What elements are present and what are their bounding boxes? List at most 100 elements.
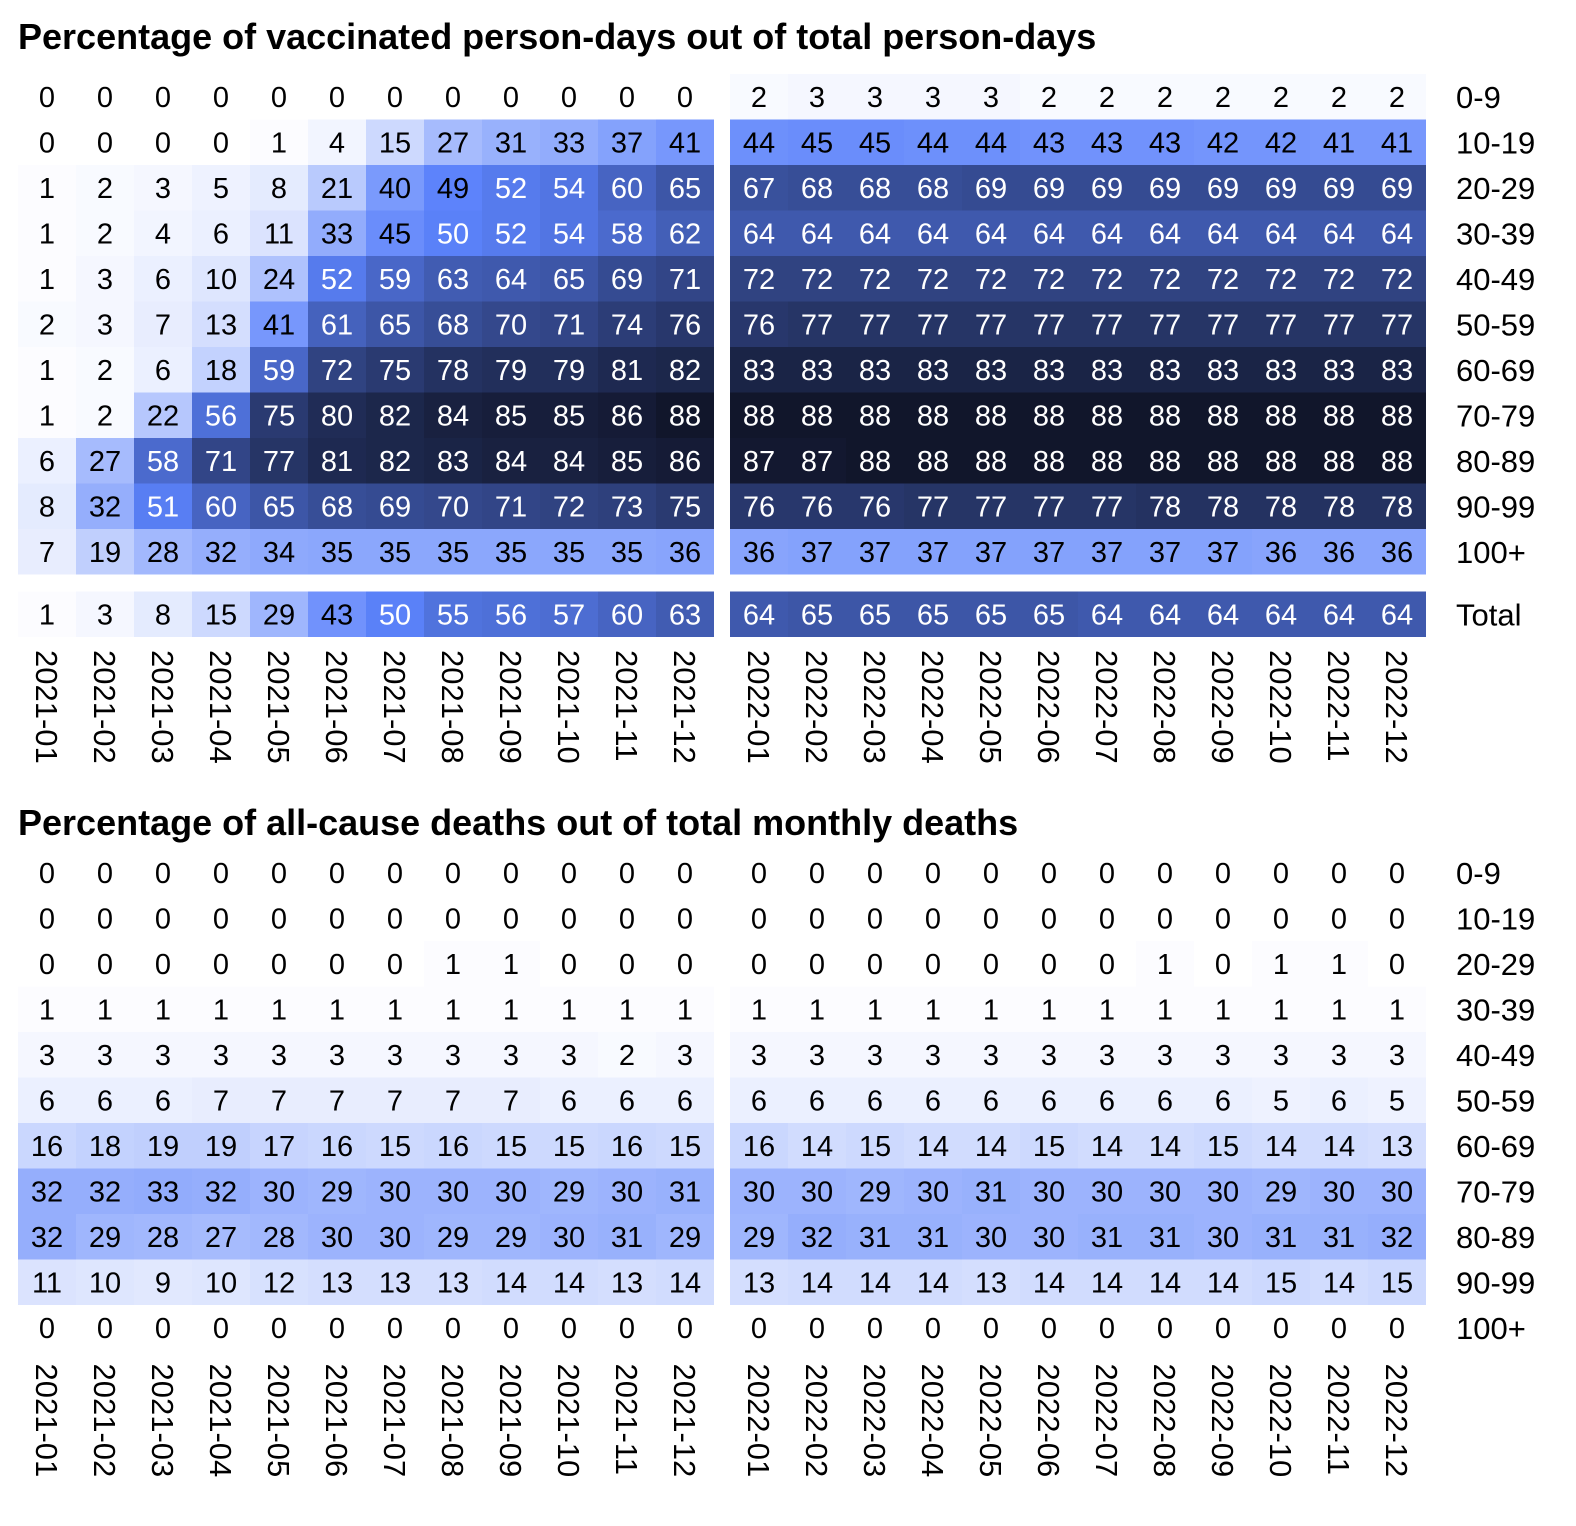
heat-cell [366,1214,424,1260]
heat-cell [18,1305,76,1351]
heat-cell [1136,1214,1194,1260]
heat-cell-value: 14 [859,1267,891,1299]
heat-cell [134,119,192,165]
heat-cell [250,438,308,484]
heat-cell-value: 83 [917,355,949,387]
heat-cell [250,256,308,302]
heat-cell-value: 19 [147,1131,179,1163]
total-cell-value: 3 [97,599,113,631]
month-label: 2022-11 [1321,650,1356,761]
heat-cell [1310,850,1368,896]
heat-cell [308,986,366,1032]
heat-cell-value: 14 [1323,1267,1355,1299]
heat-cell [730,256,788,302]
heat-cell [962,483,1020,529]
heat-cell [1368,1168,1426,1214]
heat-cell [788,1305,846,1351]
heat-cell-value: 29 [743,1222,775,1254]
age-group-label: 90-99 [1456,489,1535,524]
heat-cell-value: 1 [1331,949,1347,981]
heat-cell [424,941,482,987]
heat-cell [540,483,598,529]
heat-cell-value: 64 [1265,218,1297,250]
heat-cell [192,1168,250,1214]
heat-cell [1252,1032,1310,1078]
month-label: 2022-02 [799,1364,834,1478]
heat-cell [540,256,598,302]
heat-cell-value: 3 [387,1040,403,1072]
heat-cell [540,1032,598,1078]
heat-cell-value: 2 [97,355,113,387]
heat-cell-value: 8 [271,173,287,205]
month-label: 2022-01 [741,650,776,764]
heat-cell [76,1259,134,1305]
heat-cell-value: 60 [611,173,643,205]
month-label: 2021-05 [261,1364,296,1478]
heat-cell-value: 3 [1273,1040,1289,1072]
heat-cell [598,529,656,575]
heat-cell-value: 27 [437,127,469,159]
heat-cell-value: 36 [1265,537,1297,569]
heat-cell-value: 83 [743,355,775,387]
heat-cell-value: 1 [213,994,229,1026]
heat-cell [788,119,846,165]
heat-cell-value: 1 [1389,994,1405,1026]
heat-cell-value: 0 [1099,903,1115,935]
heat-cell [1020,1305,1078,1351]
month-label: 2021-09 [493,650,528,764]
heat-cell [1078,1123,1136,1169]
heat-cell-value: 31 [975,1176,1007,1208]
heat-cell-value: 82 [379,446,411,478]
heat-cell-value: 1 [445,949,461,981]
heat-cell [76,256,134,302]
heat-cell-value: 3 [271,1040,287,1072]
heat-cell [424,1305,482,1351]
heat-cell [1136,392,1194,438]
total-cell [962,591,1020,637]
heat-cell [1368,529,1426,575]
heat-cell-value: 0 [867,949,883,981]
heat-cell [656,210,714,256]
heat-cell [1136,165,1194,211]
heat-cell-value: 77 [917,491,949,523]
heat-cell [730,74,788,120]
heat-cell-value: 30 [917,1176,949,1208]
heat-cell-value: 64 [975,218,1007,250]
heat-cell [424,483,482,529]
heat-cell-value: 0 [677,949,693,981]
heat-cell-value: 6 [39,446,55,478]
heat-cell-value: 30 [1381,1176,1413,1208]
heat-cell-value: 85 [495,400,527,432]
heat-cell [846,1077,904,1123]
heat-cell [366,347,424,393]
heat-cell-value: 88 [975,446,1007,478]
heat-cell-value: 3 [1389,1040,1405,1072]
heat-cell-value: 27 [89,446,121,478]
heat-cell-value: 0 [1099,858,1115,890]
heat-cell-value: 6 [983,1085,999,1117]
heat-cell [1368,256,1426,302]
heat-cell-value: 83 [1265,355,1297,387]
heat-cell-value: 30 [437,1176,469,1208]
heat-cell [1194,301,1252,347]
heat-cell-value: 9 [155,1267,171,1299]
heat-cell-value: 76 [859,491,891,523]
heat-cell-value: 77 [263,446,295,478]
heat-cell [366,1123,424,1169]
heat-cell-value: 69 [1149,173,1181,205]
heat-cell [962,1168,1020,1214]
heat-cell-value: 2 [39,309,55,341]
heat-cell-value: 0 [503,82,519,114]
month-label: 2022-06 [1031,650,1066,764]
month-label: 2022-03 [857,650,892,764]
heat-cell-value: 88 [975,400,1007,432]
heat-cell [18,483,76,529]
heat-cell-value: 6 [97,1085,113,1117]
heat-cell-value: 0 [155,949,171,981]
heat-cell [1310,941,1368,987]
heat-cell-value: 0 [1041,858,1057,890]
heat-cell [1368,301,1426,347]
heat-cell [192,74,250,120]
heat-cell [846,986,904,1032]
heat-cell-value: 18 [205,355,237,387]
